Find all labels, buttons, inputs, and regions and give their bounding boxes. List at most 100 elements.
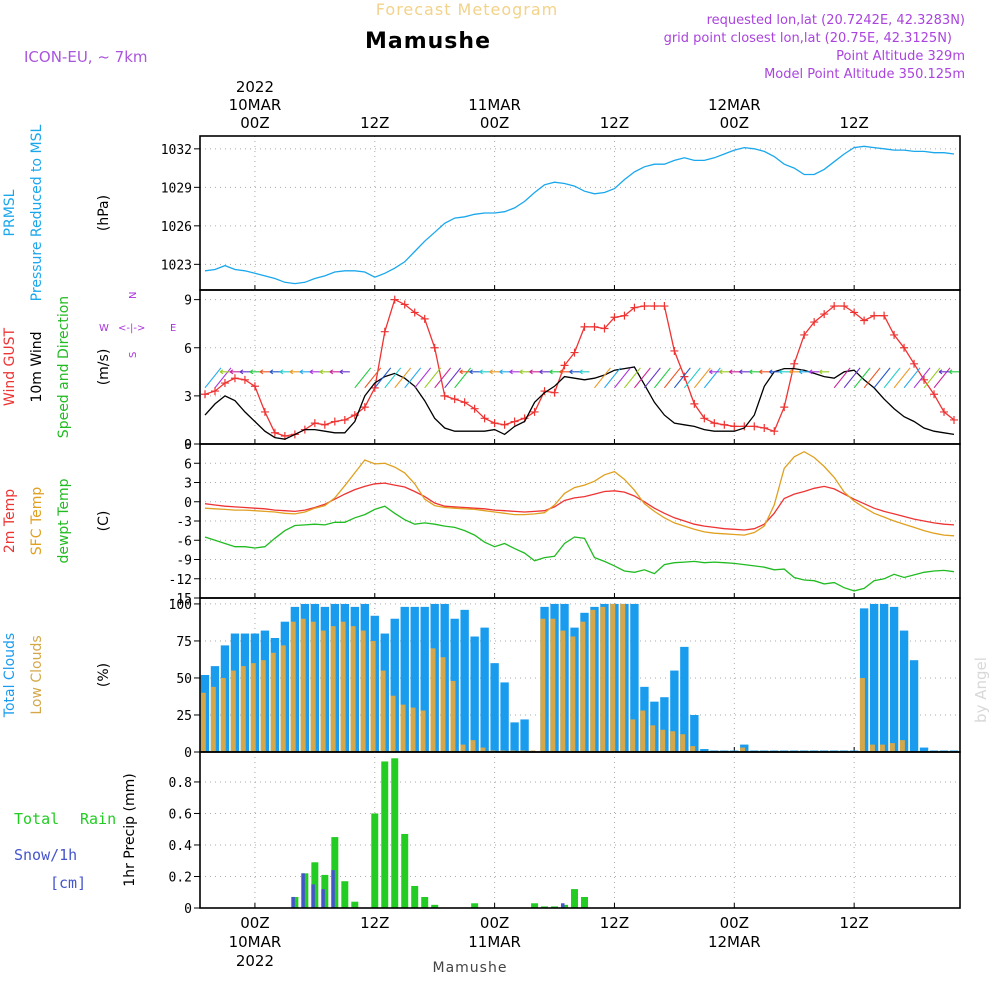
rain-bar: [431, 904, 439, 908]
y-tick-label: 75: [176, 635, 192, 650]
bottom-time-label: 10MAR: [229, 933, 282, 951]
y-axis-label: (%): [96, 663, 112, 687]
wind-arrow: [728, 369, 740, 375]
total-clouds-bar: [510, 722, 519, 752]
bottom-time-label: 12MAR: [708, 933, 761, 951]
wind-arrow: [778, 369, 790, 375]
y-tick-label: 1029: [161, 181, 192, 196]
gust-marker: [720, 420, 729, 429]
gust-marker: [550, 388, 559, 397]
total-clouds-bar: [700, 749, 709, 752]
low-clouds-bar: [620, 603, 626, 752]
wind-arrow: [559, 369, 570, 375]
low-clouds-bar: [210, 686, 216, 752]
top-time-label: 00Z: [240, 114, 269, 132]
low-clouds-bar: [450, 680, 456, 752]
y-tick-label: 0.6: [169, 807, 192, 822]
gust-marker: [620, 311, 629, 320]
wind-arrow: [719, 369, 730, 375]
gust-marker: [460, 398, 469, 407]
wind-arrow: [808, 369, 820, 375]
wind-arrow: [374, 367, 392, 389]
series-label-0: PRMSL: [2, 189, 18, 236]
point-altitude: Point Altitude 329m: [836, 49, 965, 64]
low-clouds-bar: [280, 645, 286, 752]
gust-marker: [390, 295, 399, 304]
gust-marker: [480, 414, 489, 423]
gust-marker: [630, 303, 639, 312]
wind-arrow: [269, 369, 280, 375]
total-clouds-bar: [390, 618, 399, 752]
low-clouds-bar: [420, 710, 426, 752]
wind-arrow: [798, 369, 810, 375]
rain-bar: [381, 761, 389, 908]
gust-marker: [690, 399, 699, 408]
snow-bar: [291, 896, 295, 908]
gust-marker: [210, 387, 219, 396]
top-time-label: 12Z: [839, 114, 868, 132]
wind-arrow: [873, 367, 891, 389]
y-tick-label: 0: [184, 496, 192, 511]
y-tick-label: 1023: [161, 258, 192, 273]
wind-arrow: [529, 369, 540, 375]
wind-arrow: [404, 367, 422, 389]
clouds-panel: 0 25 50 75 100 Total Clouds Low Clouds (%): [2, 597, 961, 761]
wind-arrow: [709, 369, 720, 375]
wind-arrow: [673, 367, 691, 389]
gust-marker: [830, 302, 839, 311]
low-clouds-bar: [480, 747, 486, 752]
wind-arrow: [509, 369, 520, 375]
low-clouds-bar: [859, 677, 865, 752]
low-clouds-bar: [460, 744, 466, 752]
y-tick-label: -12: [169, 573, 192, 588]
y-tick-label: 9: [184, 438, 192, 453]
series-line-10m-wind: [204, 366, 955, 440]
total-clouds-bar: [889, 606, 899, 752]
wind-arrow: [434, 367, 452, 389]
wind-arrow: [903, 367, 921, 389]
wind-arrow: [703, 367, 721, 389]
wind-arrow: [319, 369, 330, 375]
rain-bar: [571, 889, 579, 908]
y-tick-label: 0: [184, 902, 192, 917]
wind-arrow: [479, 369, 490, 375]
wind-arrow: [758, 369, 770, 375]
rain-bar: [341, 881, 349, 908]
total-clouds-bar: [690, 714, 699, 752]
total-clouds-bar: [480, 627, 489, 752]
low-clouds-bar: [360, 630, 366, 752]
precip-label-snow: Snow/1h: [14, 846, 77, 864]
total-clouds-bar: [919, 747, 929, 752]
wind-arrow: [549, 369, 560, 375]
y-axis-label: (m/s): [96, 349, 112, 386]
gust-marker: [490, 419, 499, 428]
top-time-label: 12Z: [360, 114, 389, 132]
gust-marker: [440, 391, 449, 400]
snow-bar: [561, 903, 565, 908]
gust-marker: [310, 419, 319, 428]
gust-marker: [790, 359, 799, 368]
low-clouds-bar: [240, 666, 246, 752]
wind-arrow: [499, 369, 510, 375]
y-tick-label: -15: [169, 592, 192, 607]
gust-marker: [610, 313, 619, 322]
wind-arrow: [624, 367, 641, 389]
precip-frame: [199, 751, 961, 909]
wind-arrow: [239, 369, 250, 375]
low-clouds-bar: [650, 725, 656, 752]
wind-arrow: [384, 367, 402, 389]
gust-marker: [840, 302, 849, 311]
model-altitude: Model Point Altitude 350.125m: [764, 67, 965, 82]
wind-panel: 0 3 6 9 Wind GUST 10m Wind Speed and Direction…: [2, 289, 961, 453]
wind-arrow: [249, 369, 260, 375]
gust-marker: [270, 428, 279, 437]
y-tick-label: 0.2: [169, 870, 192, 885]
series-line-dewpt-temp: [204, 505, 955, 592]
low-clouds-bar: [640, 710, 646, 752]
y-tick-label: 1026: [161, 220, 192, 235]
location-title: Mamushe: [365, 29, 491, 54]
precip-label-units: [cm]: [50, 874, 86, 892]
rain-bar: [401, 833, 409, 908]
wind-arrow: [683, 367, 701, 389]
low-clouds-bar: [889, 743, 895, 752]
